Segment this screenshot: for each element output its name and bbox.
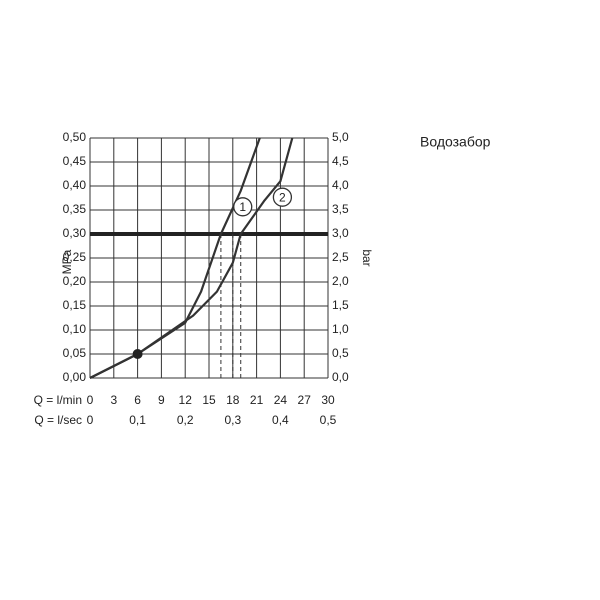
y-tick-label: 0,35: [63, 202, 87, 216]
y2-tick-label: 4,5: [332, 154, 349, 168]
x-row-label: Q = l/min: [34, 393, 82, 407]
x-tick-label: 0: [87, 393, 94, 407]
x-tick-label: 6: [134, 393, 141, 407]
y2-tick-label: 0,0: [332, 370, 349, 384]
x2-tick-label: 0,4: [272, 413, 289, 427]
y-tick-label: 0,00: [63, 370, 87, 384]
x-tick-label: 9: [158, 393, 165, 407]
y-tick-label: 0,45: [63, 154, 87, 168]
legend-circle: [272, 187, 293, 207]
y2-tick-label: 2,5: [332, 250, 349, 264]
legend-label: 2: [279, 190, 286, 204]
legend-label: 1: [239, 200, 246, 214]
y-tick-label: 0,15: [63, 298, 87, 312]
x-tick-label: 27: [298, 393, 312, 407]
x2-tick-label: 0,3: [224, 413, 241, 427]
x2-tick-label: 0,5: [320, 413, 337, 427]
x2-row-label: Q = l/sec: [34, 413, 82, 427]
y-tick-label: 0,20: [63, 274, 87, 288]
x2-tick-label: 0: [87, 413, 94, 427]
x-tick-label: 30: [321, 393, 335, 407]
y2-tick-label: 1,5: [332, 298, 349, 312]
y-tick-label: 0,10: [63, 322, 87, 336]
x2-tick-label: 0,1: [129, 413, 146, 427]
y-tick-label: 0,05: [63, 346, 87, 360]
y2-tick-label: 0,5: [332, 346, 349, 360]
y2-axis-label: bar: [360, 249, 374, 266]
y2-tick-label: 3,5: [332, 202, 349, 216]
y2-tick-label: 2,0: [332, 274, 349, 288]
y2-tick-label: 4,0: [332, 178, 349, 192]
marker-point: [132, 349, 143, 359]
x-tick-label: 21: [250, 393, 264, 407]
y2-tick-label: 1,0: [332, 322, 349, 336]
y-axis-label: MPa: [60, 249, 74, 274]
y2-tick-label: 3,0: [332, 226, 349, 240]
x-tick-label: 15: [202, 393, 216, 407]
series-line: [89, 137, 294, 379]
y-tick-label: 0,50: [63, 130, 87, 144]
x-tick-label: 24: [274, 393, 288, 407]
legend-circle: [233, 197, 253, 217]
x2-tick-label: 0,2: [177, 413, 194, 427]
y2-tick-label: 5,0: [332, 130, 349, 144]
y-tick-label: 0,30: [63, 226, 87, 240]
y-tick-label: 0,25: [63, 250, 87, 264]
x-tick-label: 18: [226, 393, 240, 407]
x-tick-label: 12: [179, 393, 193, 407]
x-tick-label: 3: [110, 393, 117, 407]
y-tick-label: 0,40: [63, 178, 87, 192]
chart-title: Водозабор: [420, 134, 491, 150]
